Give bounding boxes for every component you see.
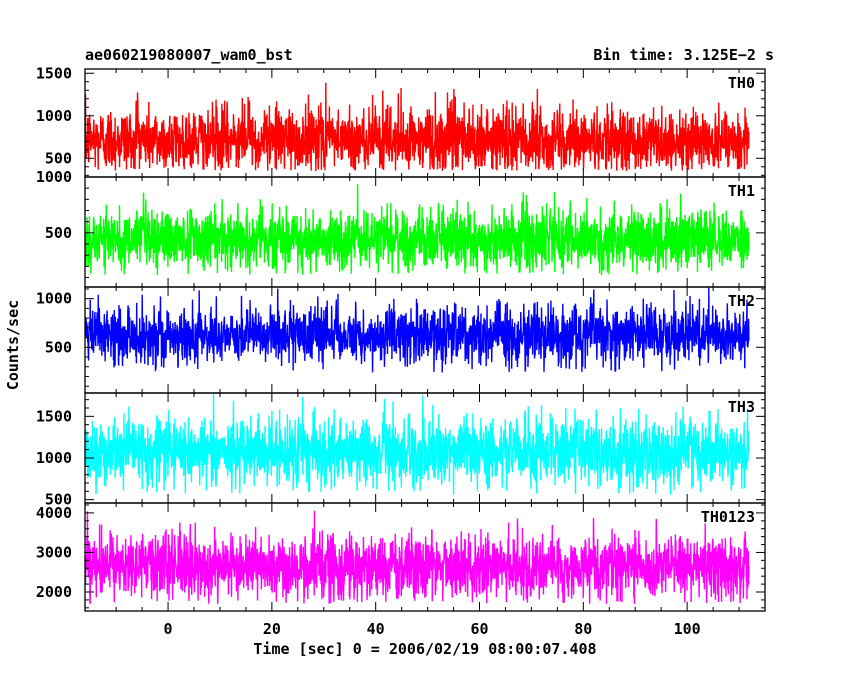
y-tick-label: 500: [45, 491, 72, 509]
y-tick-label: 4000: [36, 504, 72, 522]
y-tick-label: 1500: [36, 407, 72, 425]
y-tick-label: 500: [45, 149, 72, 167]
panel-label-th3: TH3: [728, 398, 755, 416]
bin-time-label: Bin time: 3.125E−2 s: [593, 46, 774, 64]
y-tick-label: 3000: [36, 543, 72, 561]
y-tick-label: 1000: [36, 290, 72, 308]
panel-label-th1: TH1: [728, 182, 755, 200]
series-th2: [85, 287, 750, 373]
panel-th3: 500 1000 1500 TH3: [36, 392, 766, 509]
x-tick-label: 40: [367, 620, 385, 638]
y-tick-label: 1000: [36, 107, 72, 125]
x-tick-label: 0: [164, 620, 173, 638]
x-axis-label: Time [sec] 0 = 2006/02/19 08:00:07.408: [253, 640, 596, 658]
y-tick-label: 500: [45, 224, 72, 242]
y-tick-label: 1000: [36, 449, 72, 467]
series-th0: [85, 82, 750, 172]
series-th0123: [85, 510, 750, 604]
y-tick-label: 1000: [36, 168, 72, 186]
series-th1: [85, 184, 750, 276]
x-axis: 0 20 40 60 80 100: [164, 620, 701, 638]
y-tick-label: 1500: [36, 64, 72, 82]
panel-label-th2: TH2: [728, 292, 755, 310]
panel-frame: [84, 502, 766, 612]
series-th3: [85, 393, 750, 495]
panel-label-th0123: TH0123: [701, 508, 755, 526]
panel-th2: 500 1000 TH2: [36, 286, 766, 394]
x-tick-label: 20: [263, 620, 281, 638]
panel-th1: 500 1000 TH1: [36, 168, 766, 288]
panel-label-th0: TH0: [728, 74, 755, 92]
y-tick-label: 2000: [36, 583, 72, 601]
x-tick-label: 80: [574, 620, 592, 638]
panel-th0123: 2000 3000 4000 TH0123: [36, 502, 766, 612]
y-axis-label: Counts/sec: [4, 300, 22, 390]
x-tick-label: 100: [674, 620, 701, 638]
x-tick-label: 60: [470, 620, 488, 638]
y-tick-label: 500: [45, 338, 72, 356]
chart-title: ae060219080007_wam0_bst: [85, 46, 293, 64]
panel-th0: 500 1000 1500 TH0: [36, 64, 766, 178]
